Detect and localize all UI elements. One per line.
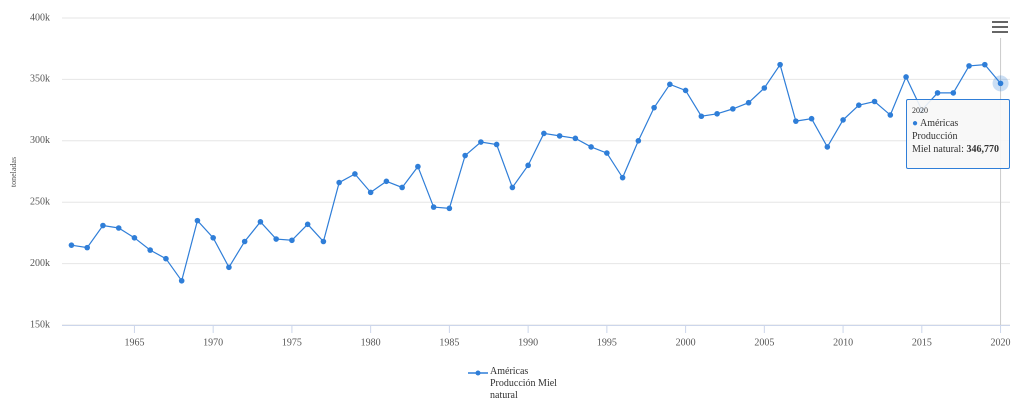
x-tick-label: 2020 (991, 337, 1011, 348)
y-axis-label: toneladas (9, 157, 18, 187)
point (352, 171, 358, 177)
x-tick-label: 1985 (439, 337, 459, 348)
x-tick-label: 1995 (597, 337, 617, 348)
point (147, 247, 153, 253)
point (950, 90, 957, 96)
point (383, 178, 390, 185)
legend[interactable]: Américas Producción Miel natural (490, 366, 560, 402)
tooltip-value-row: Miel natural: 346,770 (912, 143, 1004, 156)
point (100, 222, 106, 229)
point (871, 98, 878, 105)
point (336, 179, 342, 186)
tooltip-line: Producción (912, 131, 958, 142)
point (68, 242, 75, 248)
point (415, 163, 421, 170)
y-tick-label: 150k (30, 319, 50, 330)
x-tick-label: 1990 (518, 337, 538, 348)
point (163, 255, 169, 262)
point (982, 61, 988, 68)
x-tick-label: 1980 (361, 337, 381, 348)
point (761, 85, 768, 91)
point (887, 112, 894, 118)
y-tick-label: 200k (30, 258, 50, 269)
point (604, 150, 610, 156)
point (966, 63, 972, 69)
point (840, 117, 846, 123)
legend-symbol (468, 370, 488, 376)
point (241, 238, 248, 245)
x-tick-label: 1970 (203, 337, 223, 348)
x-tick-label: 2005 (754, 337, 774, 348)
point (509, 184, 516, 191)
point (84, 244, 90, 251)
tooltip-header: 2020 (912, 106, 928, 115)
tooltip-value: 346,770 (966, 144, 999, 155)
point (194, 217, 201, 224)
x-tick-label: 2015 (912, 337, 932, 348)
point (273, 236, 279, 242)
point (478, 139, 484, 145)
point (619, 174, 626, 181)
point (541, 130, 547, 137)
point (367, 189, 374, 196)
y-tick-label: 350k (30, 74, 50, 85)
point (430, 204, 437, 210)
point (856, 102, 862, 108)
point (572, 135, 579, 142)
point (131, 235, 138, 241)
y-tick-label: 400k (30, 12, 50, 23)
point (714, 110, 720, 117)
x-tick-label: 1975 (282, 337, 302, 348)
point (588, 144, 594, 150)
point (934, 90, 941, 96)
point (808, 115, 815, 122)
tooltip: 2020 ● Américas Producción Miel natural:… (906, 99, 1010, 169)
point (635, 138, 642, 144)
point (997, 80, 1004, 87)
point (525, 162, 531, 169)
point (651, 104, 657, 111)
point (730, 106, 736, 112)
point (289, 237, 295, 244)
series-line (71, 63, 1002, 283)
point (903, 74, 909, 80)
point (210, 235, 216, 241)
point (462, 152, 468, 159)
point (178, 277, 185, 284)
point (698, 113, 705, 120)
tooltip-label: Miel natural: (912, 144, 964, 155)
legend-label[interactable]: Américas Producción Miel natural (490, 366, 557, 401)
point (493, 141, 500, 148)
tooltip-series: ● Américas (912, 118, 959, 129)
x-tick-label: 2010 (833, 337, 853, 348)
x-tick-label: 2000 (676, 337, 696, 348)
point (745, 99, 752, 106)
y-tick-label: 250k (30, 196, 50, 207)
point (226, 264, 232, 271)
point (257, 219, 264, 225)
menu-icon[interactable] (992, 21, 1008, 33)
point (399, 184, 405, 191)
point (446, 205, 453, 212)
point (115, 225, 122, 231)
y-tick-label: 300k (30, 135, 50, 146)
x-tick-label: 1965 (124, 337, 144, 348)
point (682, 87, 689, 94)
point (667, 81, 673, 88)
point (556, 133, 563, 139)
tooltip-series-name: Américas (920, 118, 959, 129)
point (777, 61, 783, 68)
point (320, 238, 327, 245)
point (793, 118, 799, 124)
point (304, 221, 311, 228)
point (824, 144, 831, 150)
